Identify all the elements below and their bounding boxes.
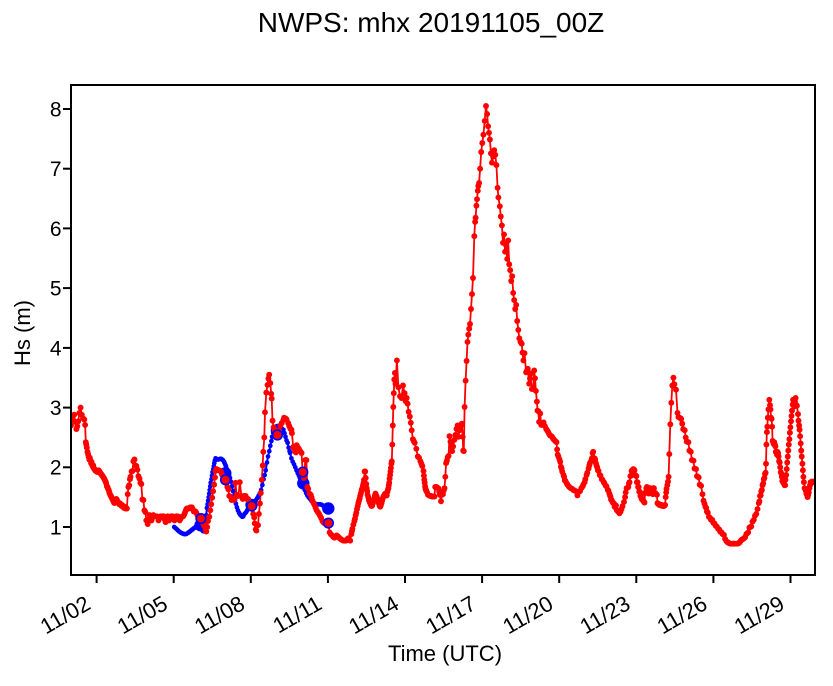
svg-text:NWPS: mhx 20191105_00Z: NWPS: mhx 20191105_00Z	[258, 7, 605, 38]
svg-text:Hs (m): Hs (m)	[10, 300, 35, 366]
svg-text:4: 4	[50, 337, 62, 360]
svg-text:6: 6	[50, 218, 62, 241]
svg-text:1: 1	[50, 516, 62, 539]
svg-text:3: 3	[50, 397, 62, 420]
svg-text:5: 5	[50, 278, 62, 301]
svg-text:8: 8	[50, 98, 62, 121]
svg-text:Time (UTC): Time (UTC)	[388, 641, 502, 666]
svg-text:2: 2	[50, 457, 62, 480]
svg-text:7: 7	[50, 158, 62, 181]
